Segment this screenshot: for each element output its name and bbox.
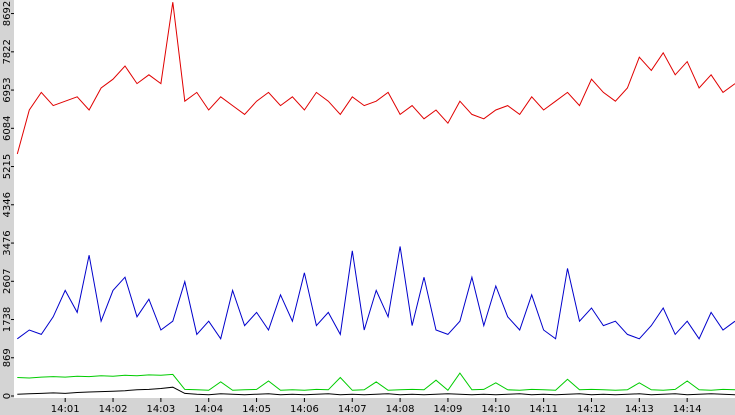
x-tick-label: 14:02	[99, 404, 128, 415]
y-tick-label: 8692	[2, 1, 13, 26]
x-tick-label: 14:06	[290, 404, 319, 415]
x-tick-label: 14:04	[194, 404, 223, 415]
x-tick-label: 14:01	[51, 404, 80, 415]
y-tick-label: 7822	[2, 39, 13, 64]
x-tick-label: 14:13	[625, 404, 654, 415]
y-tick-label: 6953	[2, 77, 13, 102]
y-tick-label: 869	[2, 348, 13, 367]
y-tick-label: 2607	[2, 269, 13, 294]
y-tick-label: 6084	[2, 116, 13, 141]
x-tick-label: 14:07	[338, 404, 367, 415]
series-line	[16, 2, 735, 155]
x-tick-label: 14:09	[434, 404, 463, 415]
y-tick-label: 0	[2, 393, 13, 399]
series-line	[17, 372, 735, 392]
x-tick-label: 14:10	[481, 404, 510, 415]
x-tick-label: 14:08	[386, 404, 415, 415]
y-tick-label: 3476	[2, 230, 13, 255]
x-tick-label: 14:11	[529, 404, 558, 415]
x-tick-label: 14:05	[242, 404, 271, 415]
y-axis-band	[0, 0, 14, 415]
x-axis-band	[0, 398, 735, 415]
series-line	[17, 246, 735, 341]
x-tick-label: 14:03	[146, 404, 175, 415]
y-tick-label: 1738	[2, 307, 13, 332]
series-line	[17, 386, 735, 396]
x-tick-label: 14:14	[673, 404, 702, 415]
x-tick-label: 14:12	[577, 404, 606, 415]
y-tick-label: 5215	[2, 154, 13, 179]
y-tick-label: 4346	[2, 192, 13, 217]
